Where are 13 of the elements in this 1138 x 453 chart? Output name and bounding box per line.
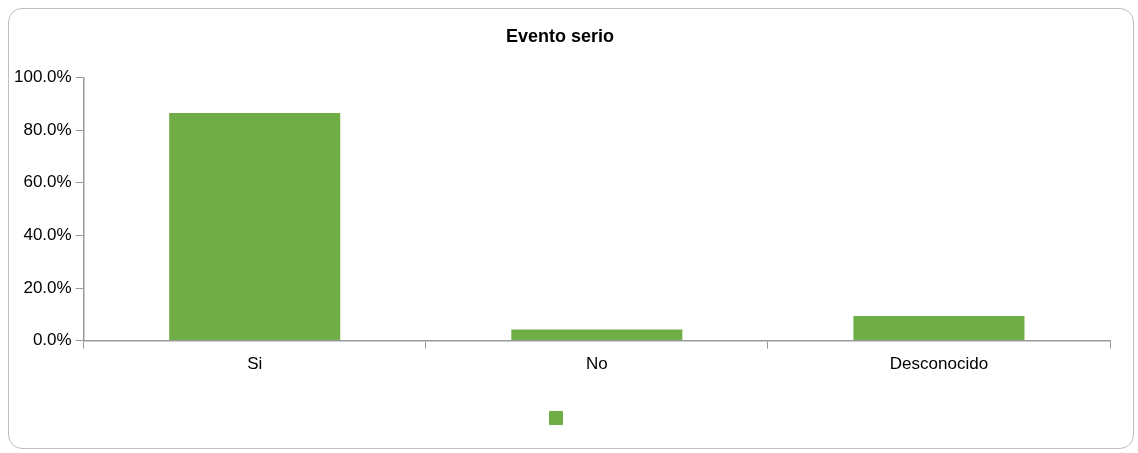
x-tick-label: Desconocido	[889, 354, 989, 374]
x-tick-label: Si	[247, 354, 263, 374]
y-tick-label: 100.0%	[13, 67, 72, 87]
y-tick-label: 60.0%	[23, 172, 72, 192]
x-tick-label: No	[585, 354, 608, 374]
bar	[511, 329, 683, 341]
bar	[169, 113, 341, 341]
y-tick-label: 40.0%	[23, 225, 72, 245]
y-tick-label: 20.0%	[23, 277, 72, 297]
bar	[853, 315, 1025, 341]
chart-title: Evento serio	[505, 25, 615, 46]
y-tick-label: 0.0%	[32, 330, 72, 350]
y-tick-label: 80.0%	[23, 119, 72, 139]
